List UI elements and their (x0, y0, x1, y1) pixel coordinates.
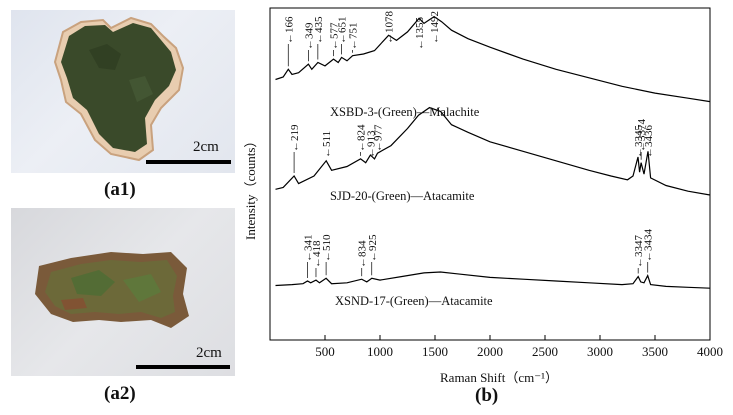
panel-label-a1: (a1) (104, 179, 136, 200)
peak-label: ←3345 (633, 125, 645, 159)
peak-label: ←510 (321, 234, 333, 262)
peak-label: ←651 (337, 17, 349, 45)
peak-label: ←1078 (384, 11, 396, 45)
x-tick-label: 2000 (477, 344, 503, 359)
spectrum-line (275, 106, 711, 196)
x-tick-label: 2500 (532, 344, 558, 359)
peak-label: ←3347 (633, 235, 645, 269)
peak-label: ←3374 (636, 119, 648, 153)
peak-label: ←913 (365, 130, 377, 158)
series-name-label: SJD-20-(Green)—Atacamite (330, 189, 475, 203)
x-tick-label: 4000 (697, 344, 723, 359)
peak-label: ←977 (372, 124, 384, 152)
panel-label-a2: (a2) (104, 383, 136, 404)
peak-label: ←349 (303, 22, 315, 50)
peak-label: ←3434 (643, 229, 655, 263)
sample-fragment-atacamite (35, 252, 189, 328)
peak-label-layer: ←166 ←349←435 ←577←651 ←751 ←1078 ←1355 ←1492 ←… (283, 11, 655, 278)
peak-label: ←3436 (643, 125, 655, 159)
sample-photo-a2: 2cm (11, 208, 235, 376)
sample-photo-a1: 2cm (11, 10, 235, 173)
peak-label: ←1492 (429, 11, 441, 44)
scale-label-a2: 2cm (196, 345, 222, 361)
peak-label: ←824 (356, 124, 368, 152)
scale-label-a1: 2cm (193, 139, 219, 155)
x-tick-label: 3500 (642, 344, 668, 359)
spectrum-line (275, 271, 711, 289)
x-tick-label: 3000 (587, 344, 613, 359)
scale-bar-a1 (146, 160, 231, 164)
peak-label: ←925 (367, 234, 379, 262)
peak-label: ←418 (311, 240, 323, 268)
series-name-label: XSND-17-(Green)—Atacamite (335, 294, 493, 308)
peak-label: ←1355 (414, 17, 426, 51)
x-tick-label: 1500 (422, 344, 448, 359)
peak-label: ←751 (348, 23, 360, 51)
peak-label: ←435 (313, 16, 325, 44)
peak-label: ←341 (303, 235, 315, 263)
series-layer (275, 15, 711, 289)
x-tick-label: 500 (315, 344, 335, 359)
spectrum-line (275, 15, 711, 103)
sample-fragment-malachite (53, 16, 185, 162)
series-name-label: XSBD-3-(Green)—Malachite (330, 105, 480, 119)
peak-label: ←219 (289, 124, 301, 152)
x-tick-label: 1000 (367, 344, 393, 359)
peak-label: ←834 (357, 240, 369, 268)
scale-bar-a2 (136, 365, 230, 369)
panel-label-b: (b) (475, 385, 499, 406)
peak-label: ←166 (283, 16, 295, 44)
y-axis-label: Intensity（counts） (243, 135, 258, 240)
x-axis-label: Raman Shift（cm⁻¹） (440, 370, 558, 385)
series-name-layer: XSBD-3-(Green)—Malachite SJD-20-(Green)—A… (330, 105, 493, 308)
peak-label: ←511 (321, 131, 333, 158)
x-axis-ticks: 500 1000 1500 2000 2500 3000 3500 4000 (315, 335, 723, 359)
peak-label: ←577 (328, 22, 340, 50)
